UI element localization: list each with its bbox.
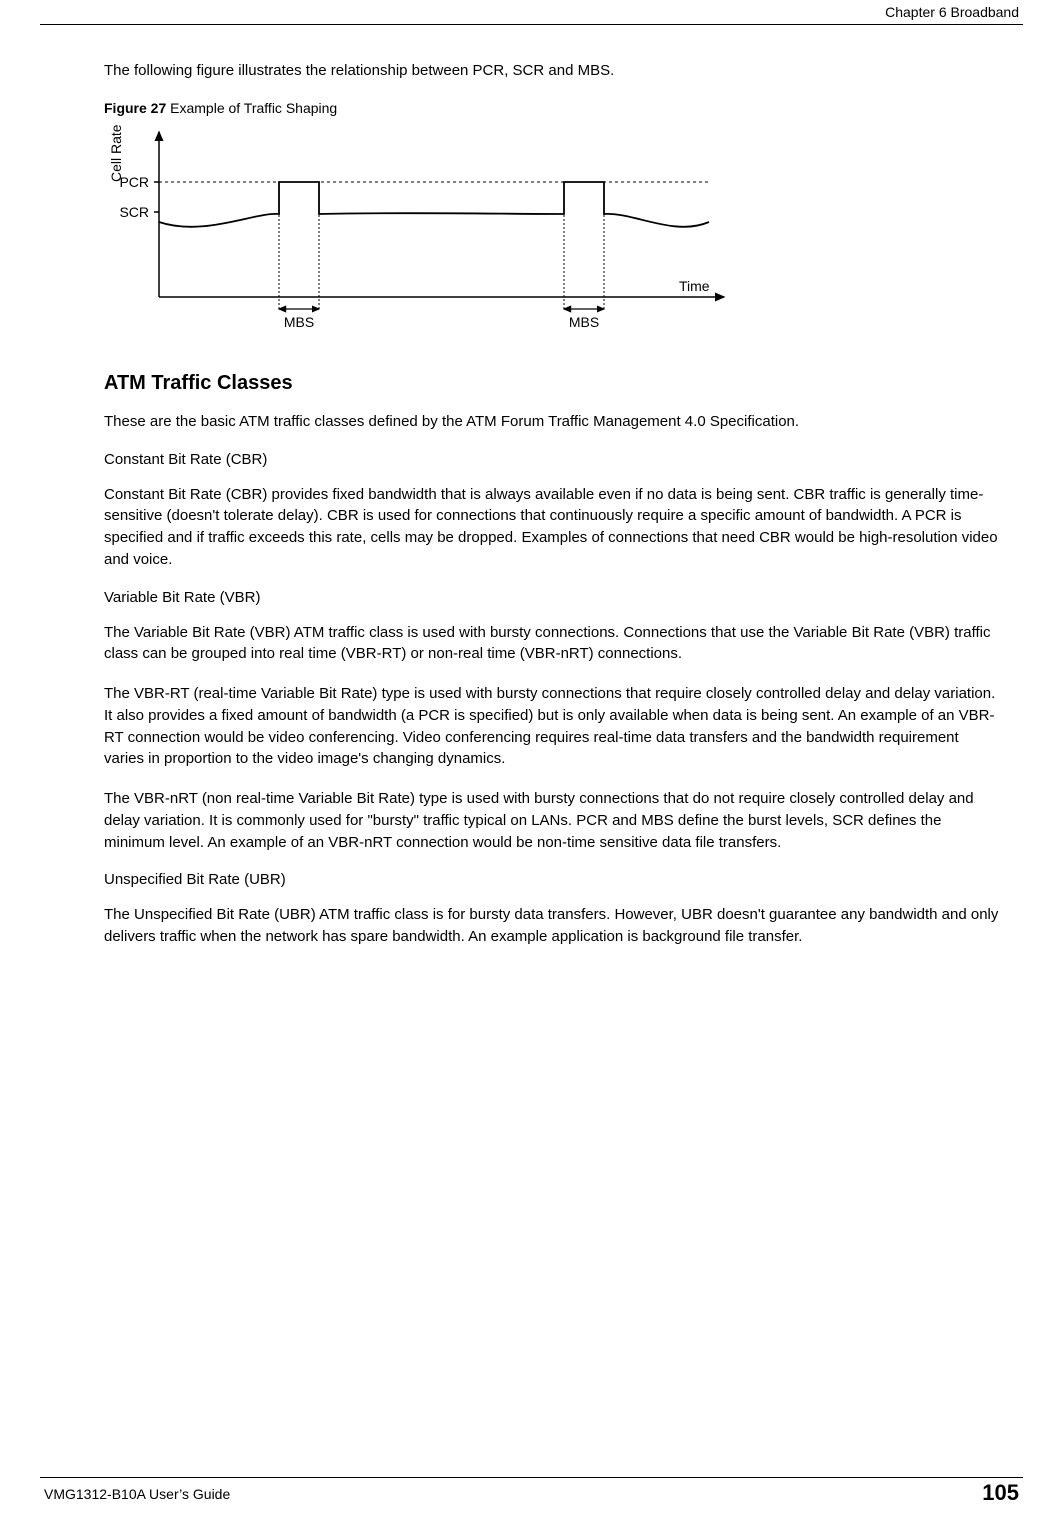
svg-text:MBS: MBS [569,314,599,330]
svg-text:Time: Time [679,278,710,294]
traffic-shaping-chart: Cell RateTimePCRSCRMBSMBS [104,122,734,342]
vbr-heading: Variable Bit Rate (VBR) [104,589,999,606]
ubr-heading: Unspecified Bit Rate (UBR) [104,871,999,888]
footer-rule [40,1477,1023,1478]
svg-text:MBS: MBS [284,314,314,330]
section-atm-traffic-classes: ATM Traffic Classes [104,372,999,395]
section-intro: These are the basic ATM traffic classes … [104,411,999,433]
content-area: The following figure illustrates the rel… [104,60,999,966]
figure-number: Figure 27 [104,100,166,116]
vbr-paragraph-3: The VBR-nRT (non real-time Variable Bit … [104,788,999,853]
ubr-body: The Unspecified Bit Rate (UBR) ATM traff… [104,904,999,948]
page: Chapter 6 Broadband The following figure… [0,0,1063,1524]
figure-traffic-shaping: Cell RateTimePCRSCRMBSMBS [104,122,999,342]
footer-page-number: 105 [982,1480,1019,1506]
svg-text:SCR: SCR [119,204,149,220]
intro-paragraph: The following figure illustrates the rel… [104,60,999,82]
cbr-body: Constant Bit Rate (CBR) provides fixed b… [104,484,999,571]
header-rule [40,24,1023,25]
svg-text:PCR: PCR [119,174,149,190]
cbr-heading: Constant Bit Rate (CBR) [104,451,999,468]
vbr-paragraph-1: The Variable Bit Rate (VBR) ATM traffic … [104,622,999,666]
vbr-paragraph-2: The VBR-RT (real-time Variable Bit Rate)… [104,683,999,770]
figure-caption: Figure 27 Example of Traffic Shaping [104,100,999,116]
footer-guide: VMG1312-B10A User’s Guide [44,1486,230,1502]
figure-title: Example of Traffic Shaping [166,100,337,116]
chapter-header: Chapter 6 Broadband [885,4,1019,20]
